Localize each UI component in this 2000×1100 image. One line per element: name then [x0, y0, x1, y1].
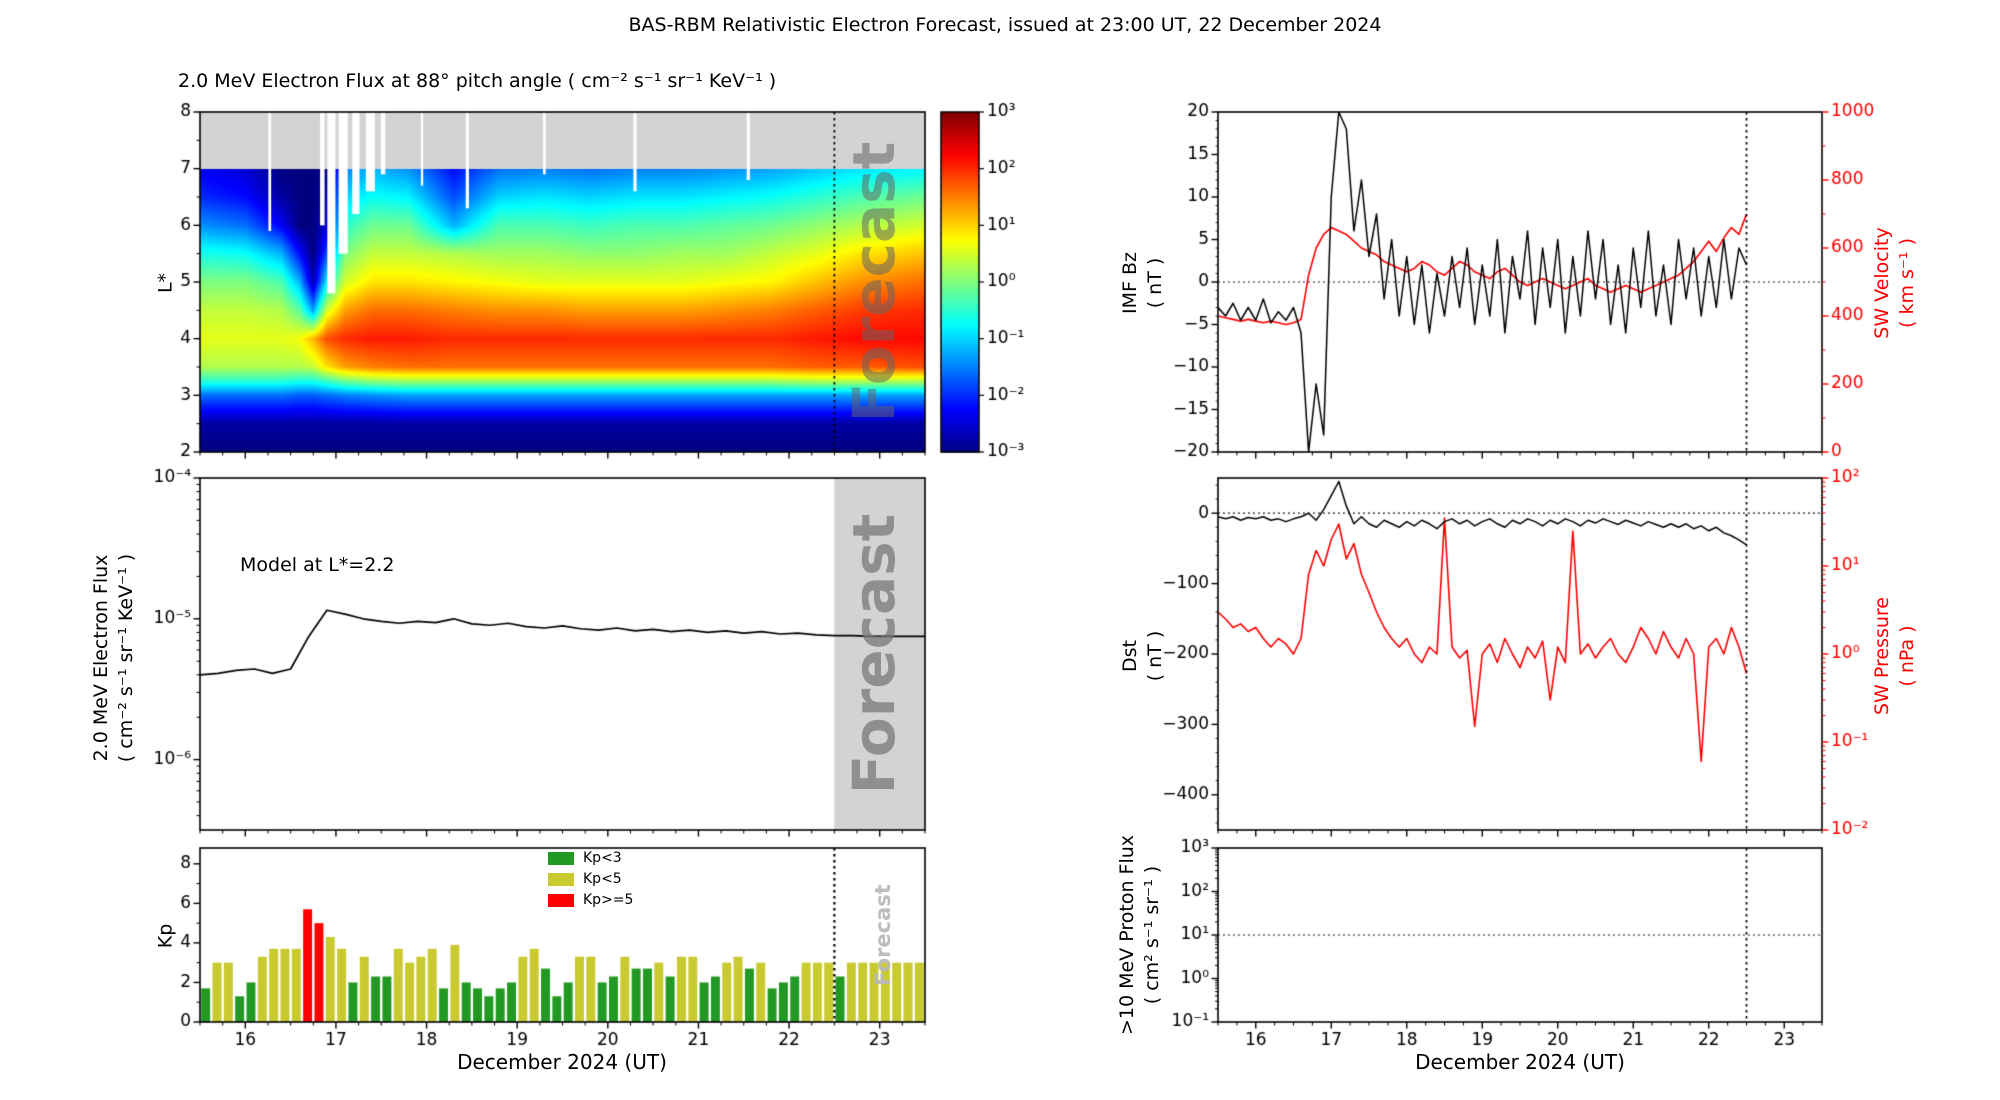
forecast-watermark-kp: Forecast — [871, 884, 895, 986]
flux-axis-label-line2: ( cm⁻² s⁻¹ sr⁻¹ KeV⁻¹ ) — [115, 553, 137, 763]
legend-item-kp-low: Kp<3 — [548, 850, 633, 866]
kp-axis-label: Kp — [154, 923, 177, 949]
sw-velocity-axis-label: SW Velocity ( km s⁻¹ ) — [1870, 227, 1920, 338]
dst-axis-label-line1: Dst — [1119, 640, 1141, 672]
sw-pressure-axis-label: SW Pressure ( nPa ) — [1870, 597, 1920, 715]
sw-pressure-axis-label-line1: SW Pressure — [1871, 596, 1893, 716]
legend-label-kp-high: Kp>=5 — [583, 892, 634, 908]
proton-flux-axis-label-line2: ( cm² s⁻¹ sr⁻¹ ) — [1141, 865, 1163, 1005]
heatmap-title: 2.0 MeV Electron Flux at 88° pitch angle… — [178, 70, 777, 92]
imf-bz-axis-label: IMF Bz ( nT ) — [1118, 252, 1168, 314]
xlabel-right: December 2024 (UT) — [1415, 1050, 1625, 1074]
figure-title: BAS-RBM Relativistic Electron Forecast, … — [628, 14, 1382, 36]
imf-bz-axis-label-line1: IMF Bz — [1119, 252, 1141, 314]
proton-flux-axis-label: >10 MeV Proton Flux ( cm² s⁻¹ sr⁻¹ ) — [1115, 835, 1165, 1035]
imf-bz-axis-label-line2: ( nT ) — [1144, 257, 1166, 309]
flux-axis-label: 2.0 MeV Electron Flux ( cm⁻² s⁻¹ sr⁻¹ Ke… — [89, 554, 139, 762]
legend-item-kp-high: Kp>=5 — [548, 892, 633, 908]
legend-label-kp-mid: Kp<5 — [583, 871, 622, 887]
forecast-watermark-heatmap: Forecast — [840, 141, 908, 423]
legend-item-kp-mid: Kp<5 — [548, 871, 633, 887]
forecast-watermark-model: Forecast — [840, 513, 908, 795]
sw-velocity-axis-label-line1: SW Velocity — [1871, 227, 1893, 339]
model-annotation: Model at L*=2.2 — [240, 554, 395, 576]
legend-swatch-kp-mid — [548, 872, 574, 886]
flux-axis-label-line1: 2.0 MeV Electron Flux — [90, 554, 112, 762]
sw-velocity-axis-label-line2: ( km s⁻¹ ) — [1896, 238, 1918, 329]
legend-swatch-kp-low — [548, 851, 574, 865]
dst-axis-label-line2: ( nT ) — [1144, 630, 1166, 682]
legend-swatch-kp-high — [548, 893, 574, 907]
legend-label-kp-low: Kp<3 — [583, 850, 622, 866]
proton-flux-axis-label-line1: >10 MeV Proton Flux — [1116, 834, 1138, 1036]
kp-legend: Kp<3 Kp<5 Kp>=5 — [548, 850, 633, 913]
sw-pressure-axis-label-line2: ( nPa ) — [1896, 625, 1918, 687]
dst-axis-label: Dst ( nT ) — [1118, 631, 1168, 682]
lstar-axis-label: L* — [154, 272, 177, 294]
xlabel-left: December 2024 (UT) — [457, 1050, 667, 1074]
